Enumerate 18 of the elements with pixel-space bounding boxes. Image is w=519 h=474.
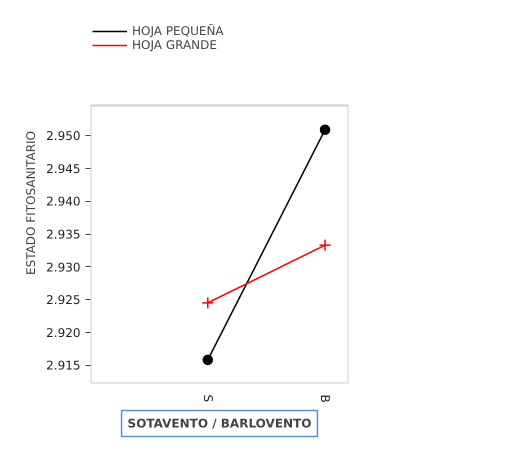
y-axis-title: ESTADO FITOSANITARIO: [24, 130, 38, 276]
x-axis-title: SOTAVENTO / BARLOVENTO: [128, 416, 312, 430]
y-tick-label: 2.925: [46, 293, 81, 308]
y-tick-label: 2.950: [46, 129, 81, 144]
x-tick-label: S: [200, 394, 215, 402]
y-tick-label: 2.930: [46, 260, 81, 274]
point: [318, 238, 332, 252]
y-tick-label: 2.915: [46, 358, 81, 373]
point: [320, 124, 330, 135]
point: [202, 296, 214, 310]
y-tick-label: 2.920: [46, 326, 81, 340]
legend-label: HOJA PEQUEÑA: [132, 24, 224, 38]
y-tick-label: 2.935: [46, 228, 81, 242]
x-tick-label: B: [318, 394, 332, 403]
y-tick-label: 2.945: [46, 162, 81, 176]
y-tick-label: 2.940: [46, 194, 81, 209]
legend-label: HOJA GRANDE: [132, 38, 217, 52]
point: [202, 354, 214, 366]
